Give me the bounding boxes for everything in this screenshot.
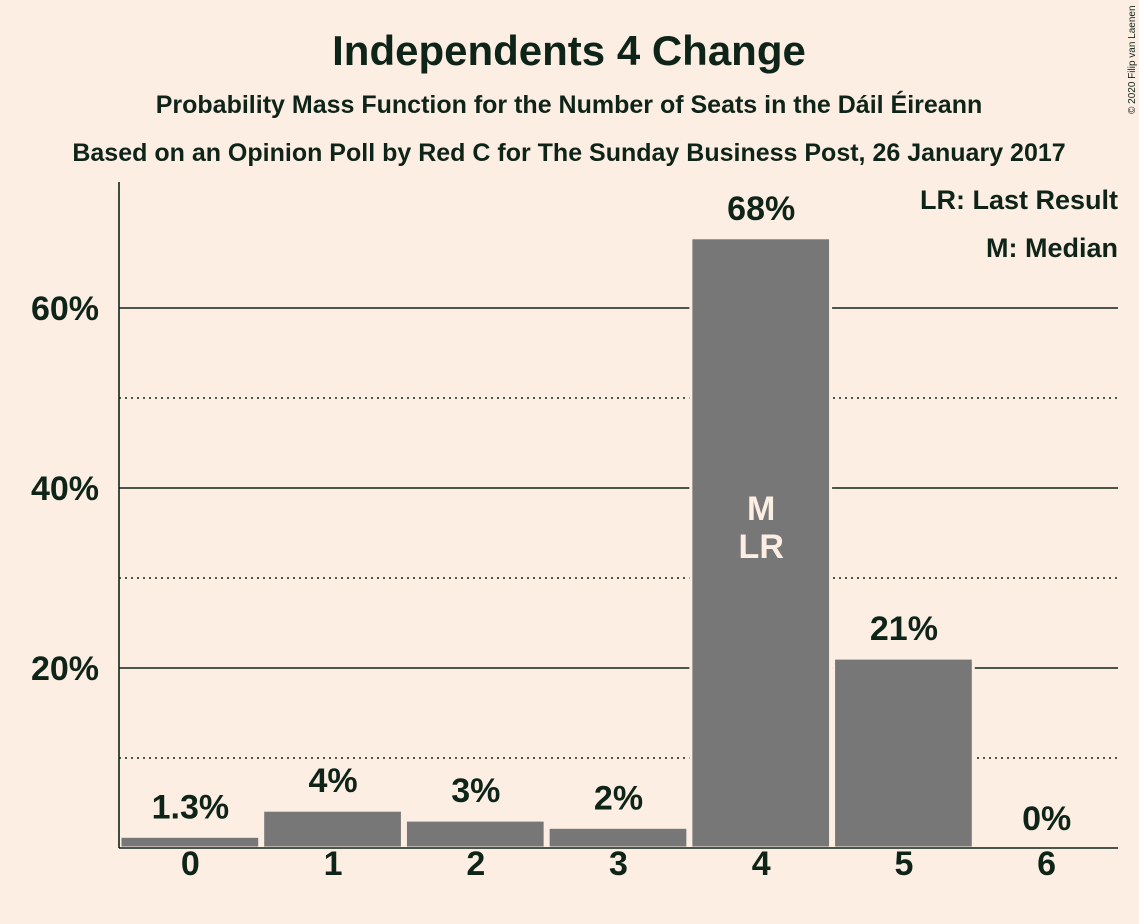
data-label-5: 21%	[870, 610, 938, 648]
x-tick-label: 5	[894, 845, 913, 883]
bars	[118, 236, 975, 850]
chart-title: Independents 4 Change	[332, 27, 806, 74]
data-label-2: 3%	[451, 772, 500, 810]
x-tick-label: 0	[181, 845, 200, 883]
legend-last-result: LR: Last Result	[920, 185, 1118, 215]
legend-median: M: Median	[986, 233, 1118, 263]
bar-1[interactable]	[261, 808, 404, 850]
data-label-4: 68%	[727, 190, 795, 228]
x-tick-label: 2	[466, 845, 485, 883]
axes: 20% 40% 60%	[31, 182, 1118, 849]
bar-5[interactable]	[832, 656, 975, 850]
chart-subtitle-source: Based on an Opinion Poll by Red C for Th…	[72, 139, 1065, 167]
x-tick-label: 1	[324, 845, 343, 883]
data-label-3: 2%	[594, 779, 643, 817]
bar-annotation-m: M	[747, 490, 775, 528]
y-tick-label: 20%	[31, 650, 99, 688]
x-tick-label: 4	[752, 845, 771, 883]
x-tick-label: 3	[609, 845, 628, 883]
bar-annotation-lr: LR	[739, 528, 784, 566]
bar-2[interactable]	[403, 818, 547, 850]
chart-subtitle: Probability Mass Function for the Number…	[156, 90, 983, 119]
y-tick-label: 60%	[31, 290, 99, 328]
data-labels: 1.3% 0 4% 1 3% 2 2% 3 68% 4 21% 5 0% 6 MLR	[152, 190, 1072, 883]
grid-lines	[119, 307, 1118, 759]
y-tick-label: 40%	[31, 470, 99, 508]
data-label-0: 1.3%	[152, 788, 230, 826]
x-tick-label: 6	[1037, 845, 1056, 883]
copyright-notice: © 2020 Filip van Laenen	[1127, 5, 1138, 114]
data-label-1: 4%	[309, 762, 358, 800]
data-label-6: 0%	[1022, 800, 1071, 838]
